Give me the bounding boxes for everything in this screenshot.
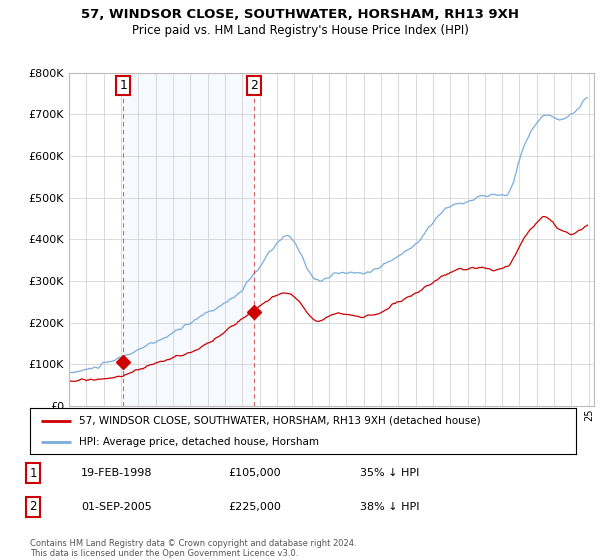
Text: 01-SEP-2005: 01-SEP-2005 — [81, 502, 152, 512]
Text: 19-FEB-1998: 19-FEB-1998 — [81, 468, 152, 478]
Text: 57, WINDSOR CLOSE, SOUTHWATER, HORSHAM, RH13 9XH (detached house): 57, WINDSOR CLOSE, SOUTHWATER, HORSHAM, … — [79, 416, 481, 426]
Text: Contains HM Land Registry data © Crown copyright and database right 2024.
This d: Contains HM Land Registry data © Crown c… — [30, 539, 356, 558]
Text: £105,000: £105,000 — [228, 468, 281, 478]
Text: £225,000: £225,000 — [228, 502, 281, 512]
Text: 57, WINDSOR CLOSE, SOUTHWATER, HORSHAM, RH13 9XH: 57, WINDSOR CLOSE, SOUTHWATER, HORSHAM, … — [81, 8, 519, 21]
Text: 1: 1 — [119, 79, 127, 92]
Text: 35% ↓ HPI: 35% ↓ HPI — [360, 468, 419, 478]
Bar — [123, 73, 254, 406]
Text: Price paid vs. HM Land Registry's House Price Index (HPI): Price paid vs. HM Land Registry's House … — [131, 24, 469, 36]
Text: 2: 2 — [250, 79, 258, 92]
Text: 1: 1 — [29, 466, 37, 480]
Text: 38% ↓ HPI: 38% ↓ HPI — [360, 502, 419, 512]
Text: 2: 2 — [29, 500, 37, 514]
Text: HPI: Average price, detached house, Horsham: HPI: Average price, detached house, Hors… — [79, 437, 319, 447]
